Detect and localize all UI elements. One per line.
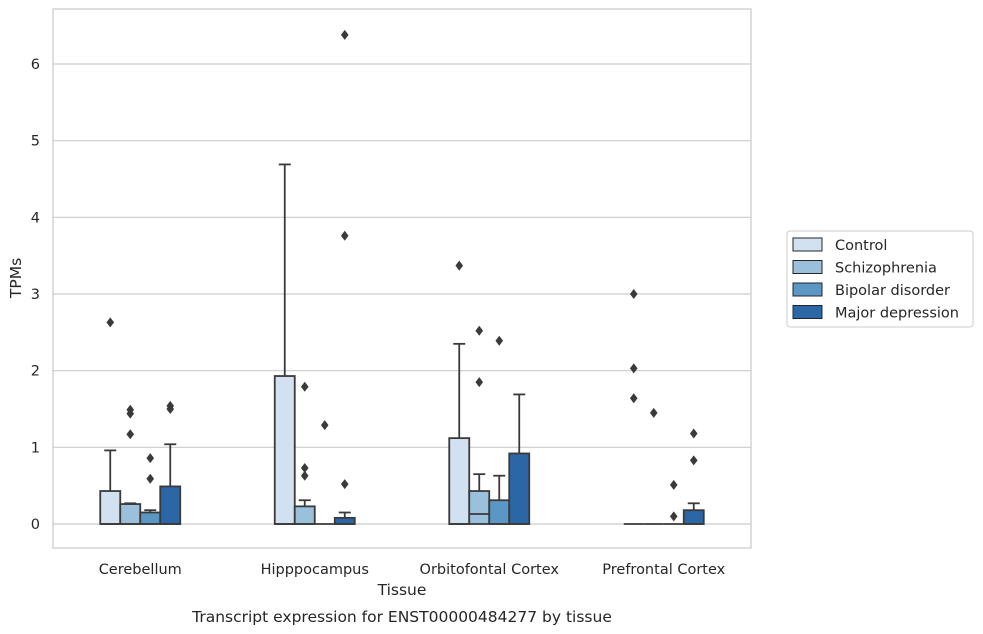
y-tick-label: 4: [31, 210, 40, 226]
box-major-depression: [333, 29, 356, 525]
outlier-point: [629, 393, 638, 404]
plot-background: [53, 9, 751, 548]
y-tick-label: 6: [31, 57, 40, 73]
box-body: [468, 490, 491, 525]
legend-frame: [786, 230, 974, 328]
x-tick-label: Prefrontal Cortex: [602, 562, 725, 578]
outlier-point: [126, 429, 135, 440]
legend-swatch: [792, 282, 823, 297]
outlier-point: [649, 407, 658, 418]
box-body: [119, 503, 142, 525]
y-tick-label: 1: [31, 440, 40, 456]
box-body: [273, 375, 296, 525]
outlier-point: [455, 260, 464, 271]
outlier-point: [126, 408, 135, 419]
box-bipolar-disorder: [314, 420, 335, 525]
box-control: [623, 289, 644, 525]
y-tick-label: 2: [31, 364, 40, 380]
box-body: [682, 509, 705, 525]
outlier-point: [340, 29, 349, 40]
legend-label: Bipolar disorder: [835, 283, 950, 299]
box-body: [448, 437, 471, 525]
legend: Control Schizophrenia Bipolar disorder Majo…: [786, 230, 974, 328]
box-body: [293, 505, 316, 525]
outlier-point: [689, 428, 698, 439]
box-control: [273, 163, 296, 525]
outlier-point: [629, 289, 638, 299]
box-control: [448, 260, 471, 525]
legend-swatch: [792, 237, 823, 252]
chart-caption: Transcript expression for ENST0000048427…: [191, 608, 612, 626]
y-tick-labels: 0 1 2 3 4 5 6: [31, 57, 40, 533]
outlier-point: [669, 511, 678, 522]
plot-frame: [52, 8, 752, 549]
legend-swatch: [792, 305, 823, 319]
outlier-point: [146, 453, 155, 464]
y-tick-label: 0: [31, 517, 40, 533]
outlier-point: [495, 335, 504, 346]
x-tick-label: Orbitofontal Cortex: [420, 562, 560, 578]
outlier-point: [475, 377, 484, 388]
y-tick-label: 3: [31, 287, 40, 303]
box-body: [333, 516, 356, 525]
box-body: [508, 452, 531, 525]
box-major-depression: [159, 400, 182, 525]
box-schizophrenia: [293, 381, 316, 525]
box-major-depression: [682, 428, 705, 525]
box-body: [159, 485, 182, 525]
outlier-point: [166, 404, 175, 414]
box-body: [488, 499, 511, 525]
legend-label: Schizophrenia: [835, 261, 937, 277]
x-tick-labels: Cerebellum Hipppocampus Orbitofontal Corte…: [99, 562, 726, 578]
legend-label: Major depression: [835, 306, 959, 322]
box-major-depression: [508, 393, 531, 525]
x-tick-label: Cerebellum: [99, 562, 182, 578]
outlier-point: [300, 463, 309, 474]
outlier-point: [340, 230, 349, 241]
box-body: [99, 490, 122, 525]
box-schizophrenia: [119, 404, 142, 525]
box-schizophrenia: [643, 407, 664, 525]
outlier-point: [669, 479, 678, 490]
y-tick-label: 5: [31, 134, 40, 150]
grid-lines: [53, 63, 751, 525]
outlier-point: [340, 479, 349, 490]
box-bipolar-disorder: [488, 335, 511, 525]
outlier-point: [106, 317, 115, 328]
x-tick-label: Hipppocampus: [261, 562, 369, 578]
outlier-point: [689, 455, 698, 466]
outlier-point: [300, 470, 309, 481]
box-body: [139, 511, 162, 525]
outlier-point: [320, 420, 329, 431]
y-axis-title: TPMs: [7, 258, 25, 299]
x-axis-title: Tissue: [377, 581, 427, 599]
outlier-point: [146, 473, 155, 484]
outlier-point: [300, 381, 309, 392]
box-bipolar-disorder: [663, 479, 684, 525]
legend-swatch: [792, 260, 823, 274]
outlier-point: [629, 363, 638, 374]
outlier-point: [475, 325, 484, 336]
legend-label: Control: [835, 238, 887, 254]
box-groups: [99, 29, 705, 525]
